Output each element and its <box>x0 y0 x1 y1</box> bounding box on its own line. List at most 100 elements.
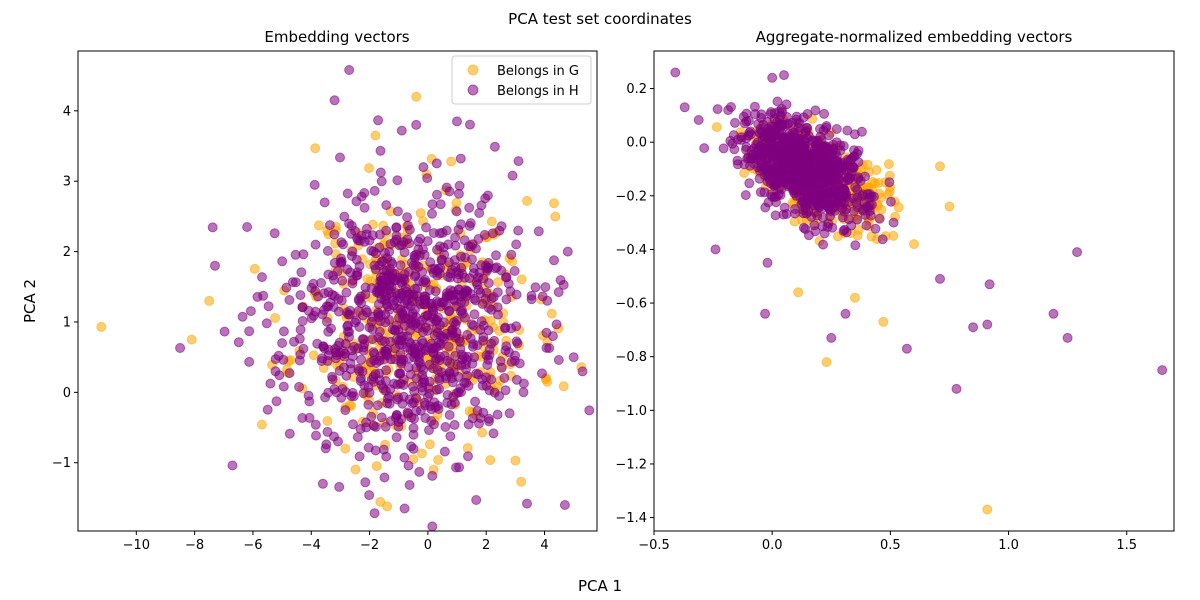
scatter-point-h <box>1048 308 1059 319</box>
scatter-point-h <box>374 326 385 337</box>
scatter-point-h <box>718 143 729 154</box>
scatter-point-h <box>848 162 859 173</box>
scatter-point-g <box>711 122 722 133</box>
scatter-point-h <box>501 294 512 305</box>
scatter-point-h <box>380 421 391 432</box>
scatter-point-h <box>431 353 442 364</box>
scatter-point-h <box>393 421 404 432</box>
x-tick-label: −6 <box>243 538 262 553</box>
scatter-point-h <box>456 219 466 230</box>
scatter-point-h <box>481 372 491 383</box>
scatter-point-h <box>242 222 253 232</box>
scatter-point-g <box>362 274 373 284</box>
scatter-point-h <box>518 378 529 389</box>
scatter-point-h <box>727 138 738 149</box>
x-tick-label: −2 <box>360 538 379 553</box>
scatter-point-h <box>432 189 442 200</box>
scatter-point-h <box>333 306 344 317</box>
scatter-point-h <box>265 378 276 389</box>
scatter-point-h <box>379 472 390 483</box>
scatter-point-h <box>501 272 512 283</box>
scatter-point-h <box>699 143 710 154</box>
right-subplot-title: Aggregate-normalized embedding vectors <box>756 28 1073 46</box>
scatter-point-g <box>256 419 267 430</box>
scatter-point-h <box>363 399 374 410</box>
scatter-point-h <box>271 396 282 407</box>
scatter-point-g <box>516 476 527 487</box>
scatter-point-h <box>336 256 347 267</box>
scatter-point-h <box>760 308 771 319</box>
scatter-point-h <box>849 151 860 162</box>
scatter-point-h <box>533 226 544 237</box>
scatter-point-g <box>350 464 361 475</box>
scatter-point-h <box>448 317 459 328</box>
scatter-point-h <box>471 277 482 288</box>
scatter-point-h <box>277 338 288 349</box>
y-tick-label: −0.6 <box>615 297 647 312</box>
scatter-point-h <box>429 397 440 408</box>
x-tick-label: 0.0 <box>762 538 783 553</box>
scatter-point-h <box>397 290 408 301</box>
scatter-point-h <box>431 384 442 395</box>
scatter-point-g <box>270 313 281 323</box>
scatter-point-h <box>827 222 838 233</box>
scatter-point-h <box>368 347 379 358</box>
scatter-point-h <box>360 477 371 488</box>
scatter-point-h <box>397 339 408 350</box>
scatter-point-h <box>361 305 372 315</box>
scatter-point-h <box>555 275 566 286</box>
x-tick-label: 0 <box>424 538 432 553</box>
scatter-point-h <box>311 430 321 441</box>
scatter-point-h <box>358 388 369 399</box>
right-points <box>670 67 1168 515</box>
scatter-point-h <box>377 256 388 267</box>
scatter-point-h <box>803 189 814 200</box>
scatter-point-h <box>968 322 979 333</box>
scatter-point-h <box>445 431 456 442</box>
scatter-point-h <box>424 376 435 387</box>
scatter-point-h <box>478 320 489 331</box>
scatter-point-h <box>370 421 381 432</box>
scatter-point-g <box>416 448 427 459</box>
scatter-point-h <box>451 206 462 217</box>
scatter-point-h <box>391 432 402 443</box>
scatter-point-h <box>541 342 552 353</box>
scatter-point-g <box>204 295 215 306</box>
scatter-point-h <box>341 370 352 381</box>
right-y-ticks: −1.4 −1.2 −1.0 −0.8 −0.6 −0.4 −0.2 0.0 0.2 <box>615 82 654 526</box>
scatter-point-h <box>513 156 524 167</box>
scatter-point-h <box>399 274 410 285</box>
scatter-point-h <box>577 366 588 377</box>
scatter-point-h <box>347 278 358 289</box>
scatter-point-h <box>530 282 541 293</box>
scatter-point-h <box>826 332 837 343</box>
x-tick-label: 1.0 <box>998 538 1019 553</box>
scatter-point-h <box>839 206 850 217</box>
scatter-point-g <box>878 316 889 327</box>
scatter-point-g <box>371 461 382 472</box>
scatter-point-h <box>369 508 380 519</box>
scatter-point-h <box>413 236 424 247</box>
scatter-point-g <box>249 263 260 274</box>
scatter-point-h <box>470 396 481 407</box>
scatter-point-h <box>270 366 281 377</box>
scatter-point-h <box>379 336 390 347</box>
scatter-point-h <box>480 193 491 204</box>
scatter-point-h <box>395 260 406 271</box>
scatter-point-h <box>935 273 945 284</box>
scatter-point-h <box>857 189 868 200</box>
scatter-point-h <box>741 142 752 152</box>
scatter-point-g <box>375 496 386 507</box>
scatter-point-h <box>784 152 795 163</box>
scatter-point-h <box>412 283 423 294</box>
scatter-point-h <box>443 341 454 352</box>
scatter-point-h <box>329 229 340 240</box>
scatter-point-h <box>712 104 723 115</box>
scatter-point-h <box>391 222 402 233</box>
y-tick-label: 0 <box>63 386 71 401</box>
scatter-point-h <box>802 109 813 119</box>
scatter-point-h <box>427 208 437 219</box>
scatter-point-h <box>375 167 386 178</box>
scatter-point-h <box>385 354 396 365</box>
